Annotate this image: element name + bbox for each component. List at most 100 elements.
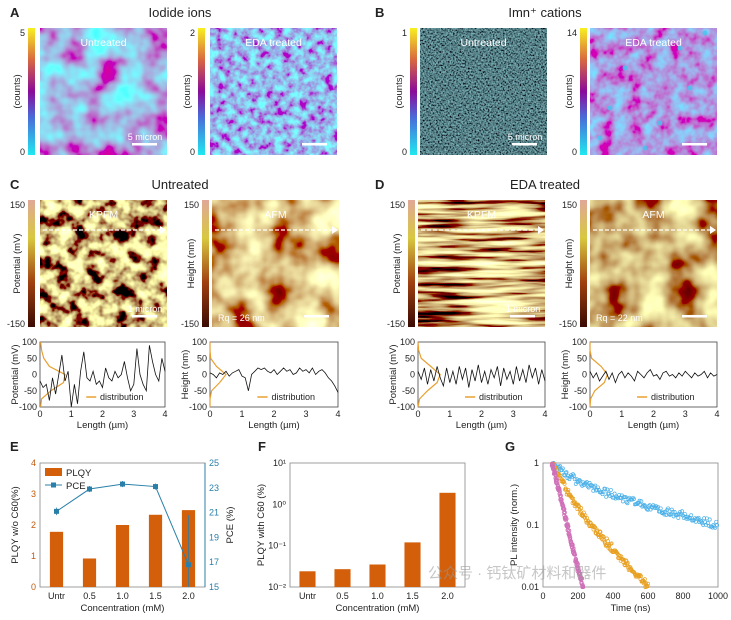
tick-label: -50 — [574, 386, 587, 396]
decay-point-blue — [612, 491, 617, 496]
decay-point-orange — [601, 534, 606, 539]
decay-point-blue — [620, 499, 625, 504]
tick-label: 100 — [572, 337, 587, 347]
tick-label: 800 — [675, 591, 690, 601]
tick-label: 100 — [400, 337, 415, 347]
decay-point-blue — [695, 516, 700, 521]
colorbar-max-label: 150 — [10, 200, 25, 210]
decay-point-blue — [637, 498, 642, 503]
image-maps: 5 0 (counts) Untreated 5 micron 2 0 (counts) EDA… — [7, 28, 717, 329]
distribution-curve — [417, 341, 441, 408]
bar-plqy — [115, 525, 130, 587]
decay-point-pink — [563, 517, 567, 522]
tick-label: 1 — [31, 551, 36, 561]
y-axis-label: PLQY with C60 (%) — [256, 484, 267, 566]
scale-bar — [682, 315, 707, 318]
colorbar-max-label: 150 — [390, 200, 405, 210]
colorbar — [202, 200, 209, 327]
decay-point-orange — [645, 584, 650, 589]
decay-point-orange — [601, 534, 606, 539]
decay-point-blue — [576, 478, 581, 483]
tick-label: 3 — [131, 409, 136, 419]
decay-point-blue — [676, 515, 681, 520]
arrow-head-icon — [160, 226, 166, 234]
tick-label: 0 — [540, 591, 545, 601]
tick-label: 1 — [239, 409, 244, 419]
tick-label: 2 — [479, 409, 484, 419]
decay-point-blue — [593, 483, 598, 488]
tick-label: 2 — [651, 409, 656, 419]
decay-point-blue — [586, 485, 591, 490]
scale-bar — [512, 143, 537, 146]
decay-point-blue — [591, 488, 596, 493]
colorbar-max-label: 5 — [20, 28, 25, 38]
x-axis-label: Concentration (mM) — [81, 603, 165, 614]
scale-bar-label: 1 micron — [506, 304, 541, 314]
decay-point-blue — [698, 518, 703, 523]
tick-label: 1.5 — [149, 591, 162, 601]
colorbar-max-label: 150 — [562, 200, 577, 210]
colorbar — [28, 200, 35, 327]
decay-point-blue — [669, 507, 674, 512]
decay-point-blue — [567, 477, 572, 482]
decay-point-orange — [605, 539, 610, 544]
decay-point-orange — [639, 574, 643, 579]
tick-label: 50 — [577, 353, 587, 363]
tick-label: 23 — [209, 483, 219, 493]
scale-bar-label: 5 micron — [128, 132, 163, 142]
cation-cluster-spot — [677, 45, 683, 51]
y-axis-label: PL intensity (norm.) — [509, 484, 520, 566]
colorbar-label: (counts) — [394, 74, 405, 108]
bar-plqy-c60 — [369, 564, 386, 587]
tick-label: 0.5 — [336, 591, 349, 601]
decay-point-blue — [558, 464, 563, 469]
decay-point-orange — [643, 581, 648, 586]
scale-bar — [132, 143, 157, 146]
map-overlay-label: AFM — [264, 209, 286, 221]
x-axis-label: Time (ns) — [611, 603, 651, 614]
colorbar-label: Potential (mV) — [12, 233, 23, 293]
bar-plqy — [82, 558, 97, 587]
decay-point-blue — [626, 496, 631, 501]
colorbar-min-label: -150 — [7, 319, 25, 329]
legend-marker-pce — [51, 482, 56, 488]
tick-label: -50 — [402, 386, 415, 396]
decay-point-blue — [560, 466, 565, 471]
tick-label: 100 — [22, 337, 37, 347]
legend-swatch-plqy — [45, 468, 62, 476]
decay-point-blue — [600, 492, 605, 497]
tick-label: 50 — [27, 353, 37, 363]
decay-point-orange — [575, 507, 580, 512]
tick-label: 3 — [303, 409, 308, 419]
map-overlay-label: Untreated — [460, 37, 506, 49]
decay-point-blue — [689, 513, 694, 518]
tick-label: 100 — [192, 337, 207, 347]
profile-line — [209, 367, 339, 393]
map-overlay-label: Untreated — [80, 37, 126, 49]
map-overlay-label: AFM — [642, 209, 664, 221]
colorbar — [198, 28, 205, 155]
decay-point-blue — [645, 507, 650, 512]
bar-plqy-c60 — [404, 542, 421, 587]
decay-point-blue — [693, 519, 698, 524]
decay-point-pink — [554, 476, 559, 480]
legend-label: distribution — [651, 392, 695, 402]
scale-bar-label: 1 micron — [128, 304, 163, 314]
tick-label: 0 — [31, 582, 36, 592]
profile-line — [589, 368, 718, 384]
scale-bar — [302, 143, 327, 146]
cation-cluster-spot — [687, 85, 693, 91]
decay-point-pink — [562, 510, 567, 515]
decay-point-orange — [609, 541, 614, 546]
decay-point-orange — [642, 577, 647, 582]
decay-point-pink — [581, 585, 586, 589]
decay-point-blue — [632, 496, 636, 501]
decay-point-blue — [642, 502, 647, 507]
distribution-curve — [209, 342, 227, 407]
tick-label: 0 — [37, 409, 42, 419]
decay-point-pink — [564, 516, 569, 521]
panel-b-title: Imn⁺ cations — [508, 5, 582, 20]
decay-point-orange — [621, 557, 626, 562]
tick-label: 10⁻¹ — [268, 541, 286, 551]
